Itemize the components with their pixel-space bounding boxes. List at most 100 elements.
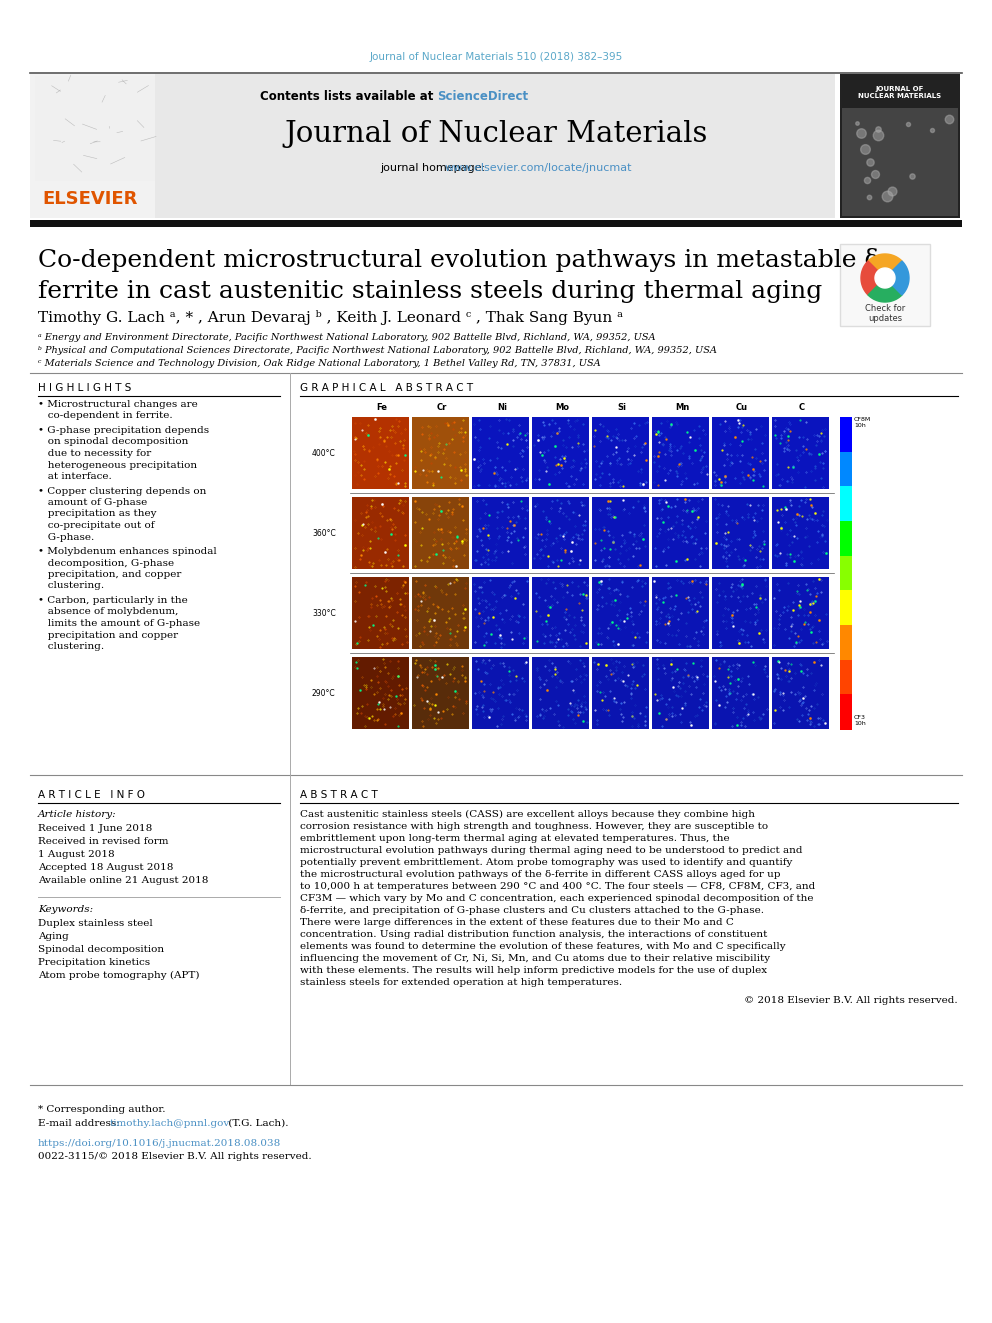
Text: There were large differences in the extent of these features due to their Mo and: There were large differences in the exte… bbox=[300, 918, 734, 927]
Bar bbox=[712, 577, 769, 650]
Text: Timothy G. Lach ᵃ, * , Arun Devaraj ᵇ , Keith J. Leonard ᶜ , Thak Sang Byun ᵃ: Timothy G. Lach ᵃ, * , Arun Devaraj ᵇ , … bbox=[38, 310, 623, 325]
Text: absence of molybdenum,: absence of molybdenum, bbox=[38, 607, 179, 617]
Text: 0022-3115/© 2018 Elsevier B.V. All rights reserved.: 0022-3115/© 2018 Elsevier B.V. All right… bbox=[38, 1152, 311, 1162]
Text: Mo: Mo bbox=[555, 404, 569, 411]
Text: • Copper clustering depends on: • Copper clustering depends on bbox=[38, 487, 206, 496]
Bar bbox=[840, 521, 852, 557]
Text: Atom probe tomography (APT): Atom probe tomography (APT) bbox=[38, 971, 199, 980]
Text: on spinodal decomposition: on spinodal decomposition bbox=[38, 438, 188, 446]
Text: 330°C: 330°C bbox=[312, 609, 335, 618]
Text: G R A P H I C A L   A B S T R A C T: G R A P H I C A L A B S T R A C T bbox=[300, 382, 473, 393]
Polygon shape bbox=[861, 261, 885, 295]
Text: Spinodal decomposition: Spinodal decomposition bbox=[38, 945, 164, 954]
Bar bbox=[155, 74, 835, 218]
Text: Received in revised form: Received in revised form bbox=[38, 837, 169, 845]
Text: * Corresponding author.: * Corresponding author. bbox=[38, 1105, 166, 1114]
Bar bbox=[712, 658, 769, 729]
Text: www.elsevier.com/locate/jnucmat: www.elsevier.com/locate/jnucmat bbox=[445, 163, 633, 173]
Bar bbox=[352, 577, 409, 650]
Bar bbox=[412, 417, 469, 490]
Text: potentially prevent embrittlement. Atom probe tomography was used to identify an: potentially prevent embrittlement. Atom … bbox=[300, 859, 793, 867]
Text: clustering.: clustering. bbox=[38, 582, 104, 590]
Bar bbox=[412, 577, 469, 650]
Text: Fe: Fe bbox=[377, 404, 388, 411]
Text: 290°C: 290°C bbox=[312, 689, 335, 699]
Polygon shape bbox=[885, 261, 909, 295]
Text: at interface.: at interface. bbox=[38, 472, 112, 482]
Bar bbox=[840, 243, 930, 325]
Text: amount of G-phase: amount of G-phase bbox=[38, 497, 147, 507]
Text: ferrite in cast austenitic stainless steels during thermal aging: ferrite in cast austenitic stainless ste… bbox=[38, 280, 822, 303]
Text: Available online 21 August 2018: Available online 21 August 2018 bbox=[38, 876, 208, 885]
Text: G-phase.: G-phase. bbox=[38, 532, 94, 541]
Text: CF3M — which vary by Mo and C concentration, each experienced spinodal decomposi: CF3M — which vary by Mo and C concentrat… bbox=[300, 894, 813, 904]
Text: Si: Si bbox=[617, 404, 627, 411]
Bar bbox=[840, 695, 852, 730]
Bar bbox=[472, 497, 529, 569]
Text: 360°C: 360°C bbox=[312, 529, 335, 538]
Text: • Molybdenum enhances spinodal: • Molybdenum enhances spinodal bbox=[38, 546, 216, 556]
Bar bbox=[532, 577, 589, 650]
Bar bbox=[840, 487, 852, 523]
Text: the microstructural evolution pathways of the δ-ferrite in different CASS alloys: the microstructural evolution pathways o… bbox=[300, 871, 781, 878]
Bar bbox=[532, 497, 589, 569]
Bar bbox=[592, 417, 649, 490]
Text: ᵃ Energy and Environment Directorate, Pacific Northwest National Laboratory, 902: ᵃ Energy and Environment Directorate, Pa… bbox=[38, 333, 656, 343]
Text: • Microstructural changes are: • Microstructural changes are bbox=[38, 400, 197, 409]
Bar bbox=[652, 658, 709, 729]
Text: ᶜ Materials Science and Technology Division, Oak Ridge National Laboratory, 1 Be: ᶜ Materials Science and Technology Divis… bbox=[38, 359, 600, 368]
Bar bbox=[412, 497, 469, 569]
Text: to 10,000 h at temperatures between 290 °C and 400 °C. The four steels — CF8, CF: to 10,000 h at temperatures between 290 … bbox=[300, 882, 815, 890]
Text: Duplex stainless steel: Duplex stainless steel bbox=[38, 919, 153, 927]
Bar bbox=[772, 497, 829, 569]
Bar bbox=[712, 417, 769, 490]
Text: CF3
10h: CF3 10h bbox=[854, 714, 866, 726]
Text: Check for
updates: Check for updates bbox=[865, 304, 905, 323]
Text: heterogeneous precipitation: heterogeneous precipitation bbox=[38, 460, 197, 470]
Text: 400°C: 400°C bbox=[312, 448, 335, 458]
Text: Cast austenitic stainless steels (CASS) are excellent alloys because they combin: Cast austenitic stainless steels (CASS) … bbox=[300, 810, 755, 819]
Bar bbox=[840, 624, 852, 660]
Bar bbox=[842, 108, 958, 216]
Bar bbox=[772, 577, 829, 650]
Text: timothy.lach@pnnl.gov: timothy.lach@pnnl.gov bbox=[110, 1119, 230, 1129]
Text: H I G H L I G H T S: H I G H L I G H T S bbox=[38, 382, 131, 393]
Bar bbox=[840, 74, 960, 218]
Text: JOURNAL OF
NUCLEAR MATERIALS: JOURNAL OF NUCLEAR MATERIALS bbox=[858, 86, 941, 99]
Bar bbox=[592, 577, 649, 650]
Text: precipitation, and copper: precipitation, and copper bbox=[38, 570, 182, 579]
Bar bbox=[840, 590, 852, 626]
Text: • G-phase precipitation depends: • G-phase precipitation depends bbox=[38, 426, 209, 435]
Polygon shape bbox=[875, 269, 895, 288]
Bar bbox=[35, 75, 155, 181]
Text: Journal of Nuclear Materials: Journal of Nuclear Materials bbox=[285, 120, 707, 148]
Bar bbox=[532, 417, 589, 490]
Text: microstructural evolution pathways during thermal aging need to be understood to: microstructural evolution pathways durin… bbox=[300, 845, 803, 855]
Text: precipitation as they: precipitation as they bbox=[38, 509, 157, 519]
Bar bbox=[472, 577, 529, 650]
Text: Co-dependent microstructural evolution pathways in metastable δ-: Co-dependent microstructural evolution p… bbox=[38, 247, 888, 273]
Text: δ-ferrite, and precipitation of G-phase clusters and Cu clusters attached to the: δ-ferrite, and precipitation of G-phase … bbox=[300, 906, 764, 916]
Text: precipitation and copper: precipitation and copper bbox=[38, 631, 179, 639]
Text: due to necessity for: due to necessity for bbox=[38, 448, 151, 458]
Bar bbox=[592, 658, 649, 729]
Text: A B S T R A C T: A B S T R A C T bbox=[300, 790, 378, 800]
Text: A R T I C L E   I N F O: A R T I C L E I N F O bbox=[38, 790, 145, 800]
Polygon shape bbox=[868, 278, 902, 302]
Text: Precipitation kinetics: Precipitation kinetics bbox=[38, 958, 150, 967]
Text: • Carbon, particularly in the: • Carbon, particularly in the bbox=[38, 595, 187, 605]
Text: Accepted 18 August 2018: Accepted 18 August 2018 bbox=[38, 863, 174, 872]
Text: with these elements. The results will help inform predictive models for the use : with these elements. The results will he… bbox=[300, 966, 767, 975]
Text: Received 1 June 2018: Received 1 June 2018 bbox=[38, 824, 152, 833]
Bar bbox=[472, 417, 529, 490]
Text: ScienceDirect: ScienceDirect bbox=[437, 90, 528, 103]
Bar bbox=[592, 497, 649, 569]
Bar bbox=[840, 660, 852, 696]
Text: Keywords:: Keywords: bbox=[38, 905, 93, 914]
Bar bbox=[840, 556, 852, 591]
Bar bbox=[772, 417, 829, 490]
Text: Cu: Cu bbox=[736, 404, 748, 411]
Bar bbox=[30, 74, 155, 218]
Text: corrosion resistance with high strength and toughness. However, they are suscept: corrosion resistance with high strength … bbox=[300, 822, 768, 831]
Text: embrittlement upon long-term thermal aging at elevated temperatures. Thus, the: embrittlement upon long-term thermal agi… bbox=[300, 833, 730, 843]
